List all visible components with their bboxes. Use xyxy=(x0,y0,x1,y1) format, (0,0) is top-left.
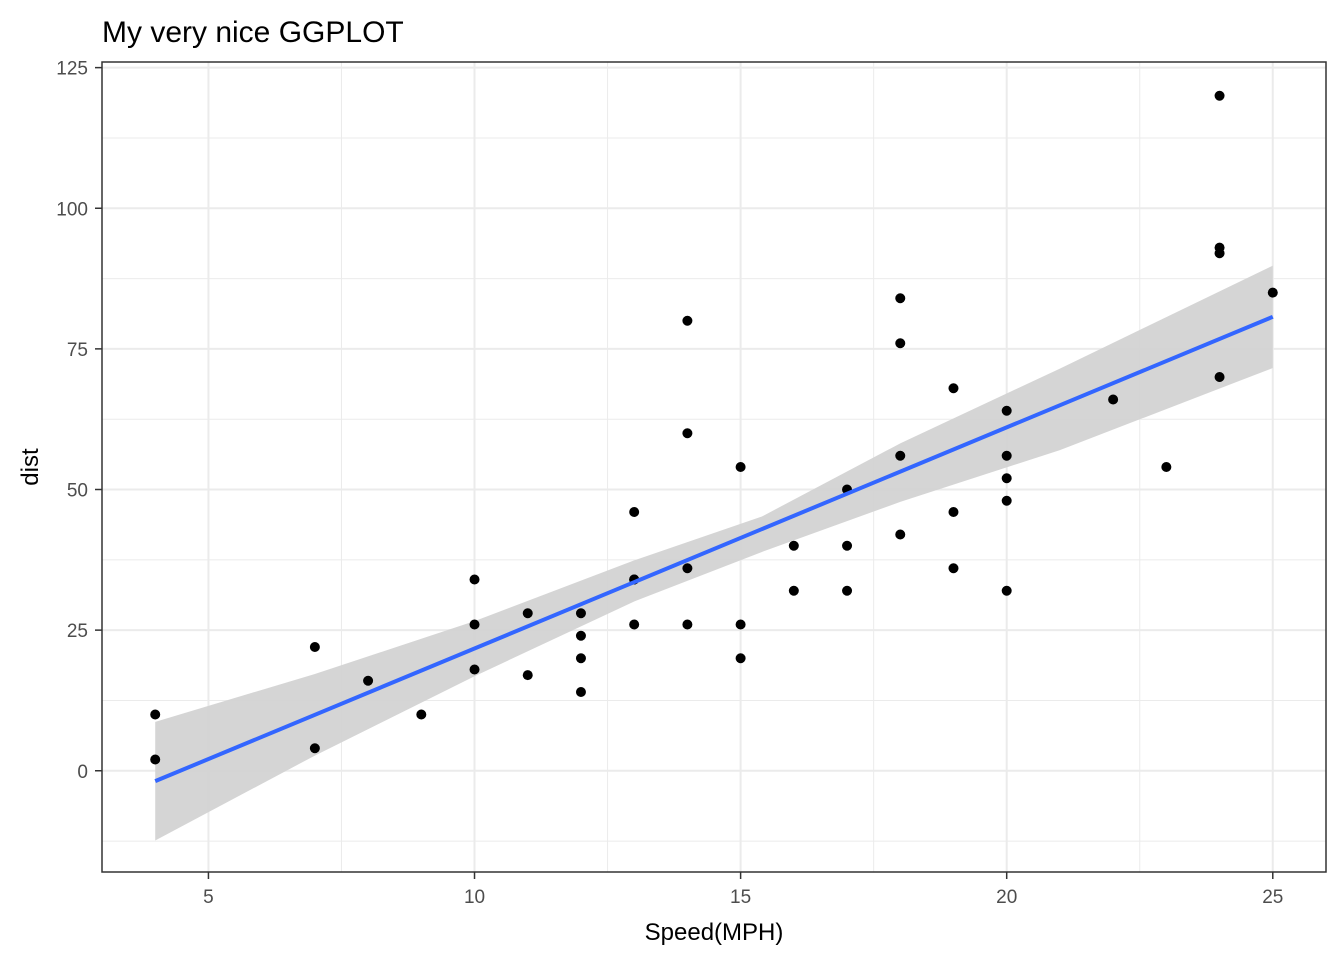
y-axis-title: dist xyxy=(17,448,44,486)
data-point xyxy=(575,608,586,619)
confidence-band xyxy=(155,265,1273,841)
data-point xyxy=(575,630,586,641)
data-point xyxy=(150,709,161,720)
data-point xyxy=(1214,372,1225,382)
data-point xyxy=(948,563,959,574)
data-point xyxy=(948,507,959,517)
data-point xyxy=(895,293,906,304)
data-point xyxy=(469,574,480,585)
data-point xyxy=(1267,287,1278,298)
y-tick-label: 100 xyxy=(56,199,88,220)
data-point xyxy=(948,383,959,394)
data-point xyxy=(1001,495,1012,506)
data-point xyxy=(842,540,853,551)
data-point xyxy=(522,670,533,681)
data-point xyxy=(1001,473,1012,484)
data-point xyxy=(682,428,693,439)
x-tick-label: 25 xyxy=(1262,887,1283,908)
data-point xyxy=(895,450,906,461)
data-point xyxy=(309,642,320,652)
data-point xyxy=(735,653,746,664)
y-axis-ticks: 0 25 50 75 100 125 xyxy=(56,59,102,783)
data-point xyxy=(469,619,480,630)
data-point xyxy=(363,675,374,686)
data-point xyxy=(895,529,906,540)
x-tick-label: 5 xyxy=(203,887,214,908)
data-point xyxy=(735,462,746,472)
data-point xyxy=(1001,450,1012,461)
y-tick-label: 50 xyxy=(67,481,88,502)
y-tick-label: 0 xyxy=(77,762,88,783)
data-point xyxy=(309,743,320,754)
y-tick-label: 125 xyxy=(56,59,88,80)
data-point xyxy=(735,619,746,630)
data-point xyxy=(788,585,799,596)
x-axis-ticks: 5 10 15 20 25 xyxy=(203,872,1283,908)
data-point xyxy=(895,338,906,349)
data-points xyxy=(150,90,1278,765)
x-tick-label: 10 xyxy=(464,887,485,908)
data-point xyxy=(1161,462,1172,472)
x-tick-label: 20 xyxy=(996,887,1017,908)
data-point xyxy=(629,619,640,630)
data-point xyxy=(788,540,799,551)
data-point xyxy=(682,315,693,326)
data-point xyxy=(682,619,693,630)
data-point xyxy=(469,664,480,675)
data-point xyxy=(1001,585,1012,596)
x-axis-title: Speed(MPH) xyxy=(645,919,784,946)
data-point xyxy=(682,563,693,574)
data-point xyxy=(575,653,586,664)
chart-title: My very nice GGPLOT xyxy=(102,16,404,49)
y-tick-label: 75 xyxy=(67,340,88,361)
data-point xyxy=(1108,394,1119,405)
data-point xyxy=(1214,242,1225,253)
y-tick-label: 25 xyxy=(67,621,88,642)
x-tick-label: 15 xyxy=(730,887,751,908)
data-point xyxy=(629,507,640,517)
data-point xyxy=(575,687,586,697)
panel-border xyxy=(101,61,1327,873)
data-point xyxy=(1001,405,1012,416)
regression-line xyxy=(154,314,1274,784)
data-point xyxy=(1214,90,1225,101)
data-point xyxy=(522,608,533,619)
data-point xyxy=(842,585,853,596)
data-point xyxy=(416,709,427,720)
data-point xyxy=(150,754,161,765)
